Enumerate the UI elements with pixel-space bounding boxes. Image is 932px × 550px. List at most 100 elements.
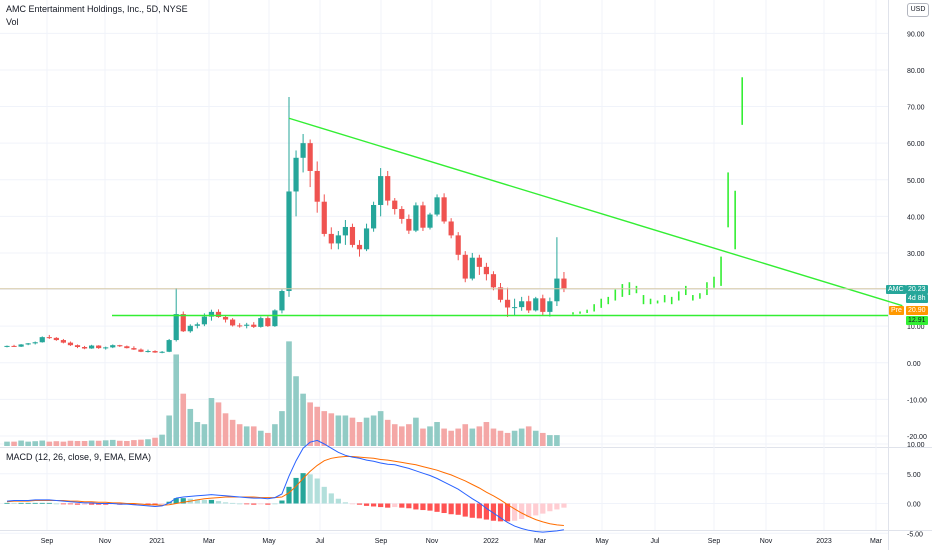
macd-histogram-bar: [81, 503, 88, 505]
macd-histogram-bar: [237, 503, 243, 505]
macd-histogram-bar: [53, 503, 59, 505]
macd-histogram-bar: [201, 499, 207, 504]
macd-histogram-bar: [215, 501, 222, 504]
candle-body: [314, 170, 320, 202]
time-tick-label: May: [262, 538, 276, 545]
volume-bar: [138, 439, 144, 446]
candle-body: [371, 205, 377, 229]
candle-body: [18, 344, 24, 347]
price-tick-label: 60.00: [907, 141, 925, 148]
volume-bar: [229, 419, 236, 446]
drawings[interactable]: [0, 117, 903, 317]
candle-body: [208, 311, 215, 317]
candle-body: [103, 347, 109, 349]
countdown-tag: 4d 8h: [906, 294, 928, 303]
symbol-legend[interactable]: AMC Entertainment Holdings, Inc., 5D, NY…: [6, 4, 188, 14]
volume-bar: [455, 428, 461, 446]
macd-histogram-bar: [554, 503, 560, 510]
macd-line: [6, 439, 564, 533]
macd-histogram-bar: [131, 503, 137, 505]
ticker-tag: AMC: [886, 285, 906, 294]
volume-bar: [173, 354, 179, 446]
volume-bar: [131, 440, 137, 446]
candle-body: [110, 345, 116, 348]
volume-bar: [145, 439, 151, 446]
candle-body: [166, 340, 172, 352]
time-tick-label: Jul: [651, 538, 660, 545]
candle-body: [512, 307, 518, 309]
currency-button[interactable]: USD: [907, 3, 929, 17]
time-tick-label: Nov: [426, 538, 439, 545]
candle-body: [490, 274, 497, 288]
macd-histogram-bar: [519, 503, 525, 519]
candle-body: [554, 278, 560, 302]
volume-bar: [250, 426, 257, 446]
candle-body: [547, 301, 553, 312]
macd-histogram-bar: [145, 503, 151, 505]
macd-histogram-bar: [265, 503, 271, 505]
candle-body: [145, 351, 151, 353]
candle-body: [32, 342, 38, 344]
volume-bar: [166, 415, 172, 446]
macd-histogram-bar: [46, 502, 52, 504]
volume-bar: [124, 440, 130, 446]
candle-body: [378, 176, 384, 206]
candle-body: [399, 209, 405, 219]
macd-histogram-bar: [194, 499, 200, 504]
volume-legend[interactable]: Vol: [6, 17, 19, 27]
candle-body: [258, 318, 264, 327]
macd-histogram-bar: [293, 477, 299, 504]
price-tick-label: 40.00: [907, 214, 925, 221]
macd-tick-label: 0.00: [907, 502, 921, 509]
candle-body: [342, 226, 348, 236]
macd-histogram-bar: [335, 498, 341, 504]
candle-body: [385, 176, 391, 201]
macd-histogram-bar: [399, 503, 405, 508]
candle-body: [526, 301, 532, 311]
candle-body: [81, 347, 88, 349]
volume-bar: [540, 432, 546, 446]
macd-histogram-bar: [286, 486, 292, 504]
price-tick-label: 70.00: [907, 105, 925, 112]
macd-histogram-bar: [462, 503, 468, 517]
price-tick-label: -10.00: [907, 397, 927, 404]
volume-bar: [532, 430, 539, 446]
price-tick-label: 90.00: [907, 31, 925, 38]
macd-histogram-bar: [96, 503, 102, 505]
macd-histogram-bar: [342, 502, 348, 504]
macd-histogram-bar: [526, 503, 532, 518]
macd-histogram-bar: [244, 503, 250, 505]
macd-histogram-bar: [540, 503, 546, 514]
price-tick-label: 30.00: [907, 251, 925, 258]
candle-body: [469, 257, 475, 279]
price-tick-label: 80.00: [907, 68, 925, 75]
macd-histogram-bar: [159, 503, 165, 505]
volume-bar: [363, 417, 370, 446]
macd-legend[interactable]: MACD (12, 26, close, 9, EMA, EMA): [6, 452, 152, 462]
volume-pane: [4, 341, 560, 446]
volume-bar: [476, 426, 483, 446]
volume-bar: [399, 426, 405, 446]
volume-bar: [462, 424, 469, 446]
volume-bar: [222, 413, 229, 446]
volume-bar: [427, 426, 433, 446]
volume-bar: [391, 424, 398, 446]
volume-bar: [95, 440, 102, 446]
volume-bar: [441, 428, 447, 446]
price-pane[interactable]: [4, 97, 567, 354]
time-tick-label: Sep: [375, 538, 388, 545]
macd-histogram-bar: [208, 499, 215, 504]
macd-histogram-bar: [512, 503, 518, 521]
volume-bar: [60, 441, 67, 446]
volume-bar: [307, 402, 313, 446]
volume-bar: [342, 415, 349, 446]
macd-histogram-bar: [392, 503, 398, 508]
volume-bar: [518, 428, 525, 446]
candle-body: [476, 257, 482, 267]
candle-body: [53, 337, 59, 341]
candle-body: [159, 351, 165, 353]
macd-histogram-bar: [32, 502, 38, 504]
macd-histogram-bar: [406, 503, 412, 509]
volume-bar: [356, 422, 363, 446]
